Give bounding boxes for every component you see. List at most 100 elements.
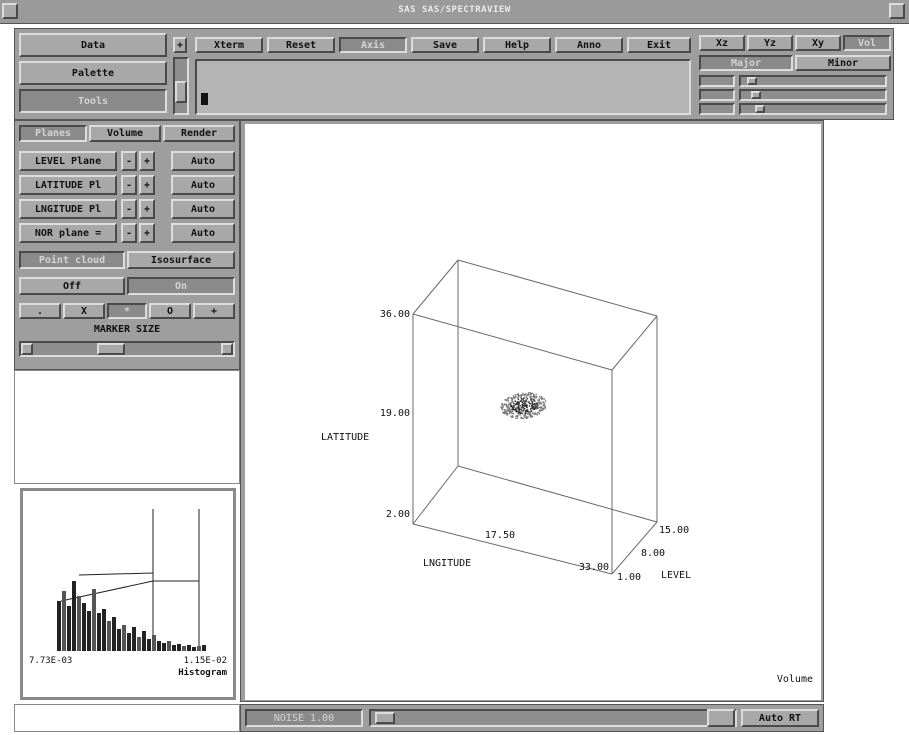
window-menu-button[interactable] bbox=[2, 3, 18, 19]
lat-tick-36: 36.00 bbox=[380, 309, 410, 320]
level-plane-plus-button[interactable]: + bbox=[139, 151, 155, 171]
cloud-point bbox=[539, 403, 541, 405]
marker-size-slider[interactable] bbox=[19, 341, 235, 357]
minor-button[interactable]: Minor bbox=[795, 55, 891, 71]
nor-plane-label[interactable]: NOR plane = bbox=[19, 223, 117, 243]
longitude-plane-auto-button[interactable]: Auto bbox=[171, 199, 235, 219]
point-cloud-button[interactable]: Point cloud bbox=[19, 251, 125, 269]
cloud-point bbox=[529, 392, 531, 394]
latitude-plane-label[interactable]: LATITUDE Pl bbox=[19, 175, 117, 195]
cloud-point bbox=[521, 404, 524, 407]
marker-star-button[interactable]: * bbox=[107, 303, 147, 319]
marker-dot-button[interactable]: . bbox=[19, 303, 61, 319]
rotation-x-thumb[interactable] bbox=[747, 77, 757, 85]
cloud-point bbox=[543, 402, 546, 405]
cloud-point bbox=[505, 412, 507, 415]
cloud-point bbox=[524, 401, 526, 403]
view-xy-button[interactable]: Xy bbox=[795, 35, 841, 51]
level-plane-label[interactable]: LEVEL Plane bbox=[19, 151, 117, 171]
window-titlebar[interactable]: SAS SAS/SPECTRAVIEW bbox=[0, 0, 909, 24]
point-cloud bbox=[500, 392, 547, 420]
histogram-bar bbox=[187, 645, 191, 651]
reset-button[interactable]: Reset bbox=[267, 37, 335, 53]
help-button[interactable]: Help bbox=[483, 37, 551, 53]
rotation-z-thumb[interactable] bbox=[755, 105, 765, 113]
cloud-point bbox=[543, 398, 546, 400]
message-scroll-thumb[interactable] bbox=[175, 81, 187, 103]
latitude-plane-auto-button[interactable]: Auto bbox=[171, 175, 235, 195]
view-yz-button[interactable]: Yz bbox=[747, 35, 793, 51]
on-button[interactable]: On bbox=[127, 277, 235, 295]
cloud-point bbox=[522, 413, 524, 415]
cloud-point bbox=[533, 398, 536, 401]
cloud-point bbox=[534, 413, 537, 415]
off-button[interactable]: Off bbox=[19, 277, 125, 295]
cloud-point bbox=[535, 395, 538, 398]
tab-planes[interactable]: Planes bbox=[19, 125, 87, 142]
cloud-point bbox=[525, 409, 527, 411]
marker-o-button[interactable]: O bbox=[149, 303, 191, 319]
cloud-point bbox=[514, 397, 516, 399]
rotation-y-slider[interactable] bbox=[739, 89, 887, 101]
cloud-point bbox=[516, 417, 519, 419]
marker-x-button[interactable]: X bbox=[63, 303, 105, 319]
cloud-point bbox=[525, 401, 527, 403]
window-maximize-button[interactable] bbox=[889, 3, 905, 19]
cloud-point bbox=[521, 401, 524, 403]
longitude-plane-plus-button[interactable]: + bbox=[139, 199, 155, 219]
longitude-plane-minus-button[interactable]: - bbox=[121, 199, 137, 219]
cloud-point bbox=[517, 411, 519, 413]
noise-slider[interactable] bbox=[369, 709, 737, 727]
nor-plane-plus-button[interactable]: + bbox=[139, 223, 155, 243]
cloud-point bbox=[517, 407, 519, 409]
noise-slider-thumb[interactable] bbox=[375, 712, 395, 724]
message-scroll-up-button[interactable]: + bbox=[173, 37, 187, 53]
cloud-point bbox=[534, 407, 536, 409]
level-plane-auto-button[interactable]: Auto bbox=[171, 151, 235, 171]
latitude-plane-plus-button[interactable]: + bbox=[139, 175, 155, 195]
view-xz-button[interactable]: Xz bbox=[699, 35, 745, 51]
rotation-z-slider[interactable] bbox=[739, 103, 887, 115]
cloud-point bbox=[512, 406, 514, 408]
data-button[interactable]: Data bbox=[19, 33, 167, 57]
message-scrollbar[interactable] bbox=[173, 57, 189, 115]
histogram-max-label: 1.15E-02 bbox=[184, 656, 227, 666]
isosurface-button[interactable]: Isosurface bbox=[127, 251, 235, 269]
tab-render[interactable]: Render bbox=[163, 125, 235, 142]
volume-viewport[interactable]: 36.00 19.00 2.00 LATITUDE 17.50 33.00 LN… bbox=[245, 124, 821, 700]
save-button[interactable]: Save bbox=[411, 37, 479, 53]
level-plane-minus-button[interactable]: - bbox=[121, 151, 137, 171]
major-button[interactable]: Major bbox=[699, 55, 793, 71]
marker-size-thumb[interactable] bbox=[97, 343, 125, 355]
axis-button[interactable]: Axis bbox=[339, 37, 407, 53]
noise-slider-end-button[interactable] bbox=[707, 709, 735, 727]
cloud-point bbox=[524, 414, 527, 417]
rotation-y-thumb[interactable] bbox=[751, 91, 761, 99]
nor-plane-auto-button[interactable]: Auto bbox=[171, 223, 235, 243]
exit-button[interactable]: Exit bbox=[627, 37, 691, 53]
cloud-point bbox=[515, 403, 517, 405]
anno-button[interactable]: Anno bbox=[555, 37, 623, 53]
xterm-button[interactable]: Xterm bbox=[195, 37, 263, 53]
message-text-area[interactable] bbox=[195, 59, 691, 115]
tab-volume[interactable]: Volume bbox=[89, 125, 161, 142]
marker-plus-button[interactable]: + bbox=[193, 303, 235, 319]
palette-button[interactable]: Palette bbox=[19, 61, 167, 85]
histogram-plot[interactable]: 7.73E-03 1.15E-02 Histogram bbox=[23, 491, 233, 697]
cloud-point bbox=[539, 401, 542, 403]
longitude-plane-label[interactable]: LNGITUDE Pl bbox=[19, 199, 117, 219]
cloud-point bbox=[506, 413, 508, 415]
cloud-point bbox=[525, 405, 527, 407]
cloud-point bbox=[523, 396, 525, 398]
marker-size-decrement[interactable] bbox=[21, 343, 33, 355]
marker-size-increment[interactable] bbox=[221, 343, 233, 355]
tools-button[interactable]: Tools bbox=[19, 89, 167, 113]
auto-rt-button[interactable]: Auto RT bbox=[741, 709, 819, 727]
cloud-point bbox=[540, 406, 542, 409]
nor-plane-minus-button[interactable]: - bbox=[121, 223, 137, 243]
view-vol-button[interactable]: Vol bbox=[843, 35, 891, 51]
rotation-x-slider[interactable] bbox=[739, 75, 887, 87]
latitude-plane-minus-button[interactable]: - bbox=[121, 175, 137, 195]
histogram-min-label: 7.73E-03 bbox=[29, 656, 72, 666]
cloud-point bbox=[541, 407, 544, 409]
